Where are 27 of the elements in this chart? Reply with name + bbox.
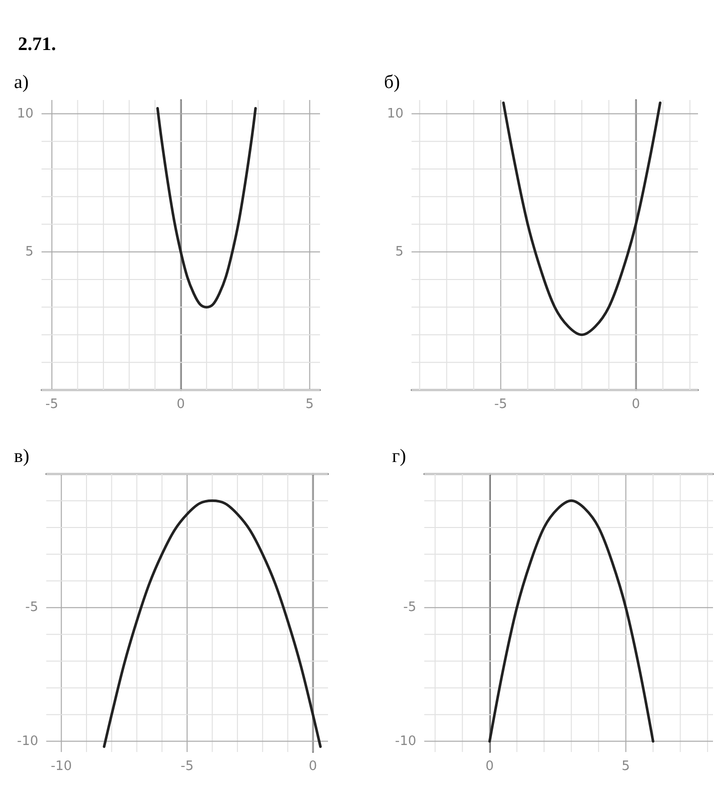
x-tick-label: 0 <box>485 759 494 774</box>
chart-title: г) <box>392 446 406 468</box>
chart-title: в) <box>14 446 30 468</box>
x-tick-label: -10 <box>50 759 72 774</box>
y-tick-label: 10 <box>386 106 404 122</box>
line-series <box>156 106 257 308</box>
y-tick-label: 5 <box>395 244 404 260</box>
line-series <box>102 499 322 748</box>
y-tick-label: -10 <box>17 734 38 749</box>
y-tick-label: -5 <box>403 600 416 616</box>
line-series <box>488 499 654 743</box>
x-tick-label: 0 <box>176 397 185 412</box>
x-tick-label: 5 <box>306 397 314 412</box>
y-tick-label: 10 <box>16 106 34 122</box>
text: 2.71. <box>18 34 56 56</box>
x-tick-label: 0 <box>308 759 318 774</box>
chart-title: а) <box>14 72 29 94</box>
line-series <box>502 101 662 336</box>
y-tick-label: 5 <box>25 244 34 260</box>
chart-title: б) <box>384 72 400 94</box>
x-tick-label: 0 <box>632 397 640 412</box>
x-tick-label: -5 <box>180 759 194 774</box>
x-tick-label: -5 <box>494 397 508 412</box>
x-tick-label: 5 <box>622 759 630 774</box>
y-tick-label: -5 <box>25 600 38 616</box>
x-tick-label: -5 <box>45 397 58 412</box>
y-tick-label: -10 <box>395 734 416 749</box>
